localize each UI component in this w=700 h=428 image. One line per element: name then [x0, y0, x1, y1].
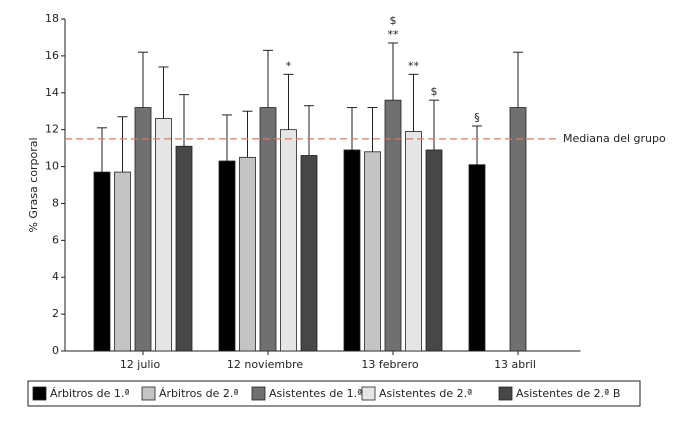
annotation: $: [431, 85, 438, 98]
y-tick-label: 12: [45, 123, 59, 136]
bar: [343, 149, 361, 352]
bar: [175, 145, 193, 352]
y-tick-label: 6: [52, 233, 59, 246]
bar: [468, 164, 486, 352]
bar: [93, 171, 111, 352]
legend-label: Asistentes de 2.ª B: [516, 387, 620, 400]
y-tick-label: 16: [45, 49, 59, 62]
x-tick-label: 12 noviembre: [227, 358, 304, 371]
bar: [155, 118, 172, 352]
legend-swatch: [361, 386, 376, 401]
bar: [425, 149, 443, 352]
legend-swatch: [32, 386, 47, 401]
x-tick-label: 12 julio: [120, 358, 161, 371]
bar: [509, 107, 527, 352]
legend-swatch: [498, 386, 513, 401]
annotation: *: [286, 59, 292, 72]
bar: [259, 107, 277, 352]
legend-label: Árbitros de 1.ª: [50, 387, 130, 400]
annotation: **: [388, 28, 400, 41]
x-tick-label: 13 abril: [494, 358, 536, 371]
y-tick-label: 8: [52, 196, 59, 209]
annotation: $: [390, 14, 397, 27]
legend-box: [27, 380, 641, 407]
legend-label: Árbitros de 2.ª: [159, 387, 239, 400]
reference-label: Mediana del grupo: [563, 132, 666, 145]
legend-swatch: [251, 386, 266, 401]
y-tick-label: 18: [45, 12, 59, 25]
annotation: **: [408, 59, 420, 72]
x-tick-label: 13 febrero: [361, 358, 418, 371]
bar: [134, 107, 152, 352]
bar: [280, 129, 297, 352]
bar: [300, 155, 318, 352]
y-tick-label: 2: [52, 307, 59, 320]
legend-swatch: [141, 386, 156, 401]
y-tick-label: 14: [45, 86, 59, 99]
bar: [218, 160, 236, 352]
y-axis-label: % Grasa corporal: [27, 137, 40, 232]
bar: [405, 131, 422, 352]
bar: [384, 99, 402, 352]
legend-label: Asistentes de 2.ª: [379, 387, 472, 400]
y-tick-label: 10: [45, 160, 59, 173]
y-tick-label: 4: [52, 270, 59, 283]
y-tick-label: 0: [52, 344, 59, 357]
legend-label: Asistentes de 1.ª: [269, 387, 362, 400]
bar: [239, 156, 256, 352]
bar: [364, 151, 381, 352]
bar: [114, 171, 131, 352]
annotation: §: [474, 111, 480, 124]
